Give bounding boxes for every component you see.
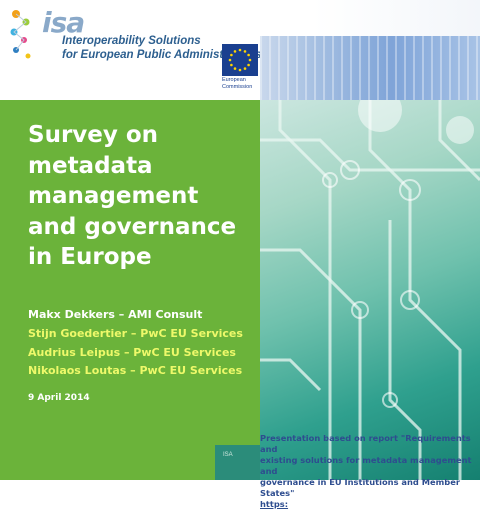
title-panel bbox=[0, 100, 260, 480]
isa-tagline-line1: Interoperability Solutions bbox=[62, 35, 201, 47]
slide-title-line: metadata bbox=[28, 152, 153, 179]
presenter-name: Makx Dekkers – AMI Consult bbox=[28, 308, 203, 321]
report-link[interactable]: https: bbox=[260, 499, 289, 509]
header-photo-strip bbox=[260, 36, 480, 100]
note-line: existing solutions for metadata manageme… bbox=[260, 455, 472, 476]
slide-title-line: Survey on bbox=[28, 122, 159, 148]
circuit-pattern-icon bbox=[260, 100, 480, 480]
isa-brand-word: isa bbox=[42, 6, 85, 39]
slide-title-line: and governance bbox=[28, 213, 237, 240]
coauthor-name: Stijn Goedertier – PwC EU Services bbox=[28, 327, 243, 340]
strip-label: ISA bbox=[223, 452, 233, 458]
eu-flag-icon bbox=[222, 44, 258, 76]
ec-label: European Commission bbox=[222, 77, 258, 91]
note-line: governance in EU Institutions and Member… bbox=[260, 477, 460, 498]
european-commission-logo: European Commission bbox=[222, 44, 258, 96]
slide-title: Survey on metadata management and govern… bbox=[28, 120, 258, 273]
bottom-accent-strip bbox=[215, 445, 260, 480]
presentation-date: 9 April 2014 bbox=[28, 393, 90, 403]
isa-logo-dots-icon bbox=[10, 10, 31, 59]
slide-title-line: in Europe bbox=[28, 244, 152, 270]
ec-label-line2: Commission bbox=[222, 84, 253, 90]
header-backdrop bbox=[200, 0, 480, 36]
isa-tagline-line2: for European Public Administrations bbox=[62, 49, 262, 61]
note-line: Presentation based on report "Requiremen… bbox=[260, 433, 471, 454]
circuit-illustration bbox=[260, 100, 480, 480]
report-reference-note: Presentation based on report "Requiremen… bbox=[260, 433, 476, 510]
ec-label-line1: European bbox=[222, 77, 246, 83]
slide-header: isa Interoperability Solutions for Europ… bbox=[0, 0, 480, 100]
isa-logo: isa Interoperability Solutions for Europ… bbox=[8, 4, 262, 64]
coauthor-name: Audrius Leipus – PwC EU Services bbox=[28, 346, 236, 359]
coauthor-name: Nikolaos Loutas – PwC EU Services bbox=[28, 364, 243, 377]
slide-title-line: management bbox=[28, 183, 199, 209]
